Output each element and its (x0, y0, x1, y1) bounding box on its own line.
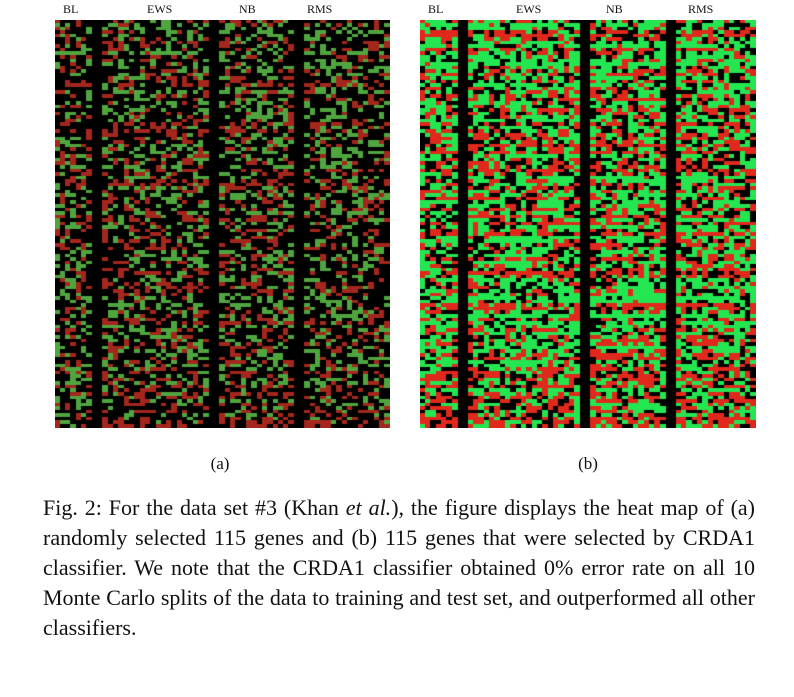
heatmap-a (55, 20, 390, 428)
group-label-ews: EWS (147, 2, 173, 16)
caption-emphasis: et al. (345, 495, 392, 520)
heatmap-panel-b: BL EWS NB RMS (b) (420, 0, 756, 480)
group-label-ews: EWS (516, 2, 542, 16)
caption-prefix: Fig. 2: For the data set #3 (Khan (43, 495, 346, 520)
group-label-bl: BL (63, 2, 79, 16)
caption-suffix: ), the figure displays the heat map of (… (43, 495, 755, 640)
heatmap-panel-a: BL EWS NB RMS (a) (55, 0, 390, 480)
heatmap-b (420, 20, 756, 428)
group-label-nb: NB (239, 2, 256, 16)
group-labels-a: BL EWS NB RMS (55, 2, 390, 18)
figure-caption: Fig. 2: For the data set #3 (Khan et al.… (43, 493, 755, 643)
group-label-nb: NB (606, 2, 623, 16)
group-label-rms: RMS (688, 2, 714, 16)
group-label-rms: RMS (307, 2, 333, 16)
subfigure-label-b: (b) (578, 454, 598, 473)
group-label-bl: BL (428, 2, 444, 16)
subfigure-label-a: (a) (210, 454, 230, 473)
group-labels-b: BL EWS NB RMS (420, 2, 756, 18)
